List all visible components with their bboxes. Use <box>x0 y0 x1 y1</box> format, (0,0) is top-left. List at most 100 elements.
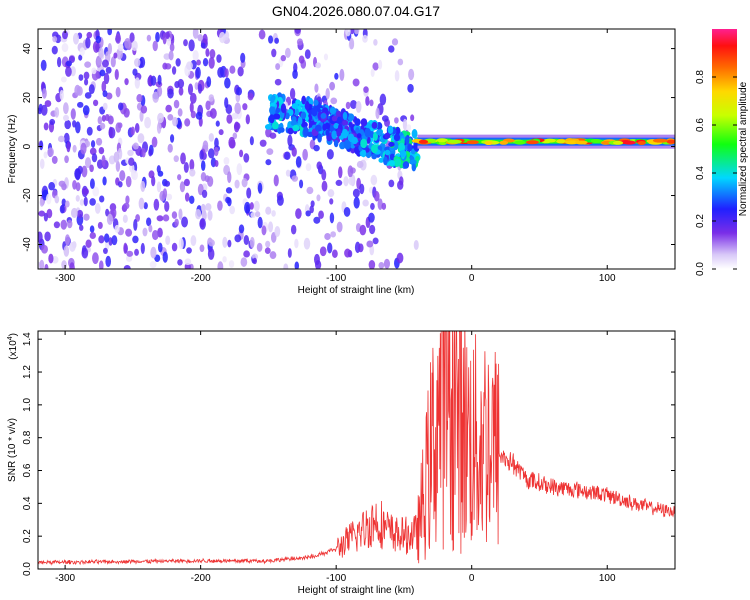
spectrogram-cell <box>236 163 243 176</box>
spectrogram-cell <box>342 119 349 126</box>
spectrogram-cell <box>80 142 87 155</box>
snr-x-tick-label: 100 <box>599 573 616 584</box>
spectrogram-cell <box>82 105 90 116</box>
spectrogram-cell <box>98 235 105 244</box>
spectrogram-cell <box>290 119 297 126</box>
spectrogram-cell <box>123 242 128 255</box>
spectrogram-cell <box>188 195 195 204</box>
spectrogram-cell <box>89 225 95 233</box>
spectrogram-cell <box>225 187 233 194</box>
spectrogram-cell <box>326 149 334 160</box>
spectrogram-cell <box>47 147 54 157</box>
spectrogram-cell <box>329 198 334 205</box>
spectrogram-cell <box>271 48 277 58</box>
spectrogram-heatmap <box>38 29 675 269</box>
spectrogram-cell <box>381 115 389 122</box>
spectrogram-cell <box>291 103 299 110</box>
spectrogram-cell <box>82 187 89 195</box>
spectrogram-cell <box>206 76 212 88</box>
spectrogram-cell <box>359 224 367 236</box>
spectrogram-cell <box>255 211 261 218</box>
spectrogram-band-cell <box>652 138 668 143</box>
spectrogram-cell <box>177 78 185 89</box>
spectrogram-cell <box>129 32 135 43</box>
spectrogram-cell <box>384 149 391 156</box>
spectrogram-cell <box>44 263 49 269</box>
spectrogram-cell <box>231 112 239 120</box>
spectrogram-cell <box>134 248 139 256</box>
spectrogram-cell <box>258 29 266 40</box>
spectrogram-cell <box>183 39 188 47</box>
spectrogram-x-tick-label: -100 <box>326 273 346 284</box>
spectrogram-cell <box>84 78 89 86</box>
spectrogram-cell <box>268 114 275 124</box>
spectrogram-cell <box>177 259 183 266</box>
spectrogram-cell <box>240 52 246 63</box>
spectrogram-cell <box>303 126 309 137</box>
spectrogram-cell <box>274 78 282 86</box>
spectrogram-cell <box>156 122 162 134</box>
spectrogram-cell <box>234 179 240 189</box>
spectrogram-cell <box>407 143 413 152</box>
spectrogram-cell <box>240 257 248 267</box>
spectrogram-cell <box>70 108 76 120</box>
spectrogram-cell <box>81 247 89 259</box>
spectrogram-cell <box>83 196 88 207</box>
snr-multiplier-exp: 4 <box>7 336 14 340</box>
spectrogram-cell <box>329 107 337 115</box>
spectrogram-cell <box>249 136 254 146</box>
spectrogram-band-cell <box>436 138 448 143</box>
spectrogram-cell <box>415 155 420 162</box>
spectrogram-y-tick-label: 20 <box>22 92 33 104</box>
spectrogram-cell <box>250 211 256 219</box>
spectrogram-cell <box>39 198 44 207</box>
spectrogram-cell <box>66 141 71 153</box>
spectrogram-cell <box>134 123 140 134</box>
colorbar-tick-label: 0.2 <box>695 214 706 228</box>
spectrogram-cell <box>405 135 410 145</box>
spectrogram-cell <box>349 37 355 50</box>
spectrogram-cell <box>323 53 329 61</box>
spectrogram-cell <box>65 60 72 67</box>
spectrogram-cell <box>167 143 173 153</box>
spectrogram-cell <box>42 87 47 99</box>
spectrogram-cell <box>394 158 402 167</box>
spectrogram-cell <box>336 116 342 125</box>
spectrogram-cell <box>134 77 141 89</box>
spectrogram-cell <box>411 129 418 139</box>
spectrogram-cell <box>40 104 48 116</box>
spectrogram-cell <box>98 47 104 59</box>
spectrogram-cell <box>41 244 48 254</box>
spectrogram-cell <box>349 99 357 109</box>
spectrogram-cell <box>184 258 192 266</box>
spectrogram-cell <box>132 68 138 76</box>
spectrogram-cell <box>192 29 199 39</box>
spectrogram-cell <box>157 74 162 85</box>
spectrogram-cell <box>410 159 417 166</box>
spectrogram-cell <box>358 243 364 253</box>
spectrogram-cell <box>347 113 355 121</box>
spectrogram-cell <box>287 127 294 135</box>
spectrogram-cell <box>105 208 110 217</box>
spectrogram-cell <box>372 62 379 71</box>
spectrogram-cell <box>207 247 215 260</box>
spectrogram-cell <box>61 198 66 207</box>
spectrogram-cell <box>406 124 412 131</box>
spectrogram-cell <box>229 65 236 74</box>
spectrogram-cell <box>325 129 330 137</box>
spectrogram-cell <box>294 29 301 34</box>
spectrogram-cell <box>315 62 322 69</box>
spectrogram-cell <box>352 188 360 198</box>
spectrogram-cell <box>209 108 217 119</box>
spectrogram-cell <box>69 262 75 269</box>
snr-y-tick-label: 0.4 <box>22 496 33 510</box>
spectrogram-cell <box>38 231 43 243</box>
spectrogram-cell <box>201 189 208 199</box>
spectrogram-y-axis: -40 -20 0 20 40 <box>22 43 675 252</box>
spectrogram-cell <box>237 66 244 77</box>
spectrogram-cell <box>349 29 355 35</box>
spectrogram-cell <box>92 40 100 53</box>
spectrogram-cell <box>117 43 124 52</box>
spectrogram-cell <box>388 179 395 188</box>
spectrogram-cell <box>156 181 162 193</box>
